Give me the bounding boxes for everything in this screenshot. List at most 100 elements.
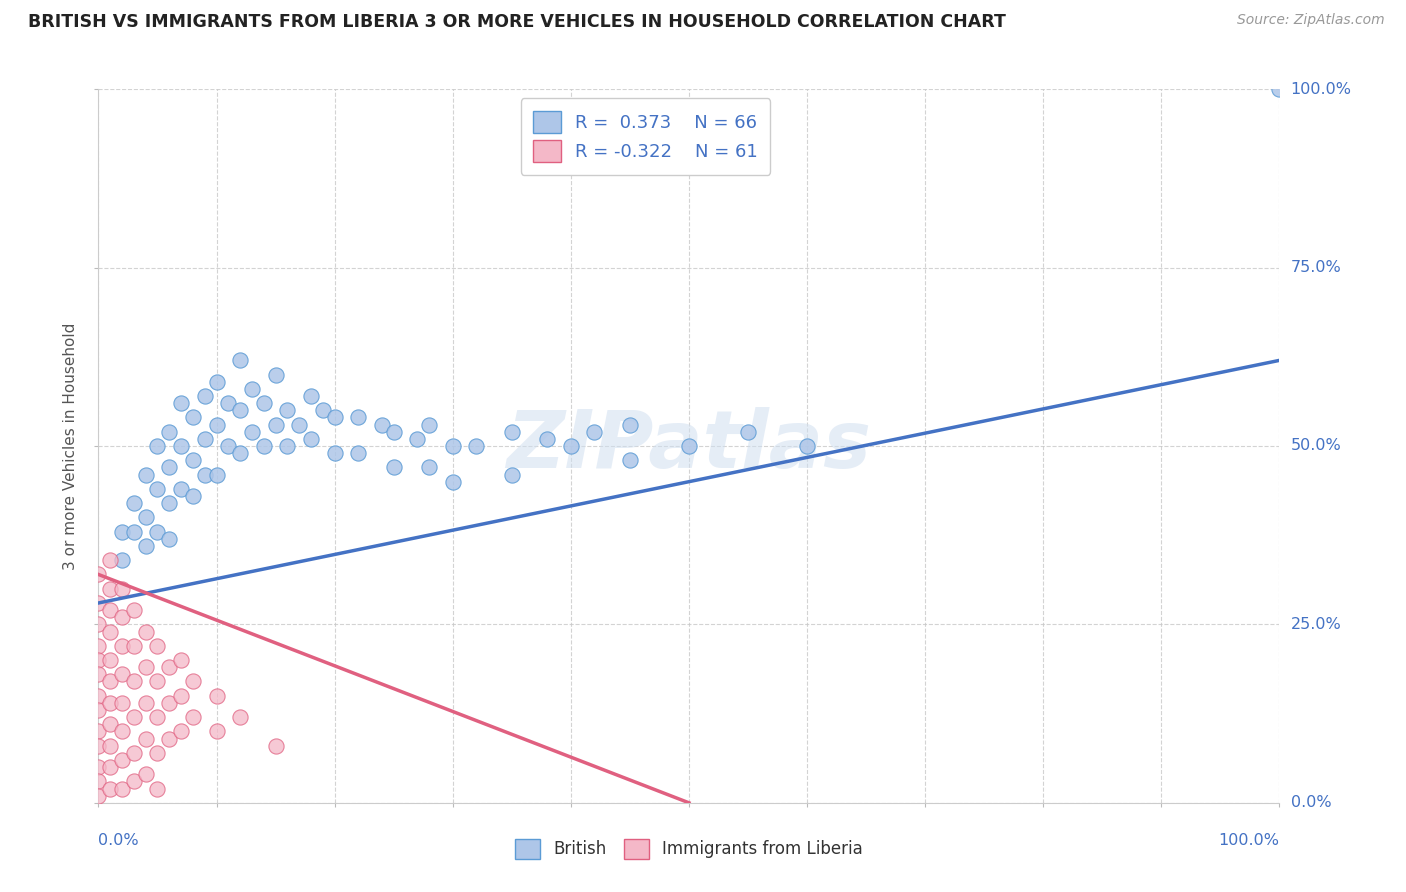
Point [181, 410, 204, 425]
Point [1268, 82, 1291, 96]
Point [619, 417, 641, 432]
Point [619, 453, 641, 467]
Text: 100.0%: 100.0% [1291, 82, 1351, 96]
Text: BRITISH VS IMMIGRANTS FROM LIBERIA 3 OR MORE VEHICLES IN HOUSEHOLD CORRELATION C: BRITISH VS IMMIGRANTS FROM LIBERIA 3 OR … [28, 13, 1007, 31]
Point [299, 432, 322, 446]
Point [98, 603, 121, 617]
Point [382, 460, 405, 475]
Point [98, 553, 121, 567]
Point [229, 446, 252, 460]
Point [87, 760, 110, 774]
Text: 0.0%: 0.0% [1291, 796, 1331, 810]
Point [111, 639, 134, 653]
Point [135, 467, 157, 482]
Point [87, 653, 110, 667]
Point [111, 724, 134, 739]
Point [98, 624, 121, 639]
Point [536, 432, 558, 446]
Point [205, 689, 228, 703]
Point [194, 432, 217, 446]
Point [98, 760, 121, 774]
Point [122, 774, 145, 789]
Point [98, 696, 121, 710]
Point [135, 767, 157, 781]
Point [501, 467, 523, 482]
Point [146, 482, 169, 496]
Point [111, 610, 134, 624]
Point [205, 375, 228, 389]
Point [157, 660, 180, 674]
Point [87, 667, 110, 681]
Point [111, 696, 134, 710]
Point [98, 582, 121, 596]
Point [135, 731, 157, 746]
Point [146, 710, 169, 724]
Point [146, 524, 169, 539]
Point [87, 596, 110, 610]
Point [111, 781, 134, 796]
Point [253, 439, 276, 453]
Point [157, 696, 180, 710]
Point [678, 439, 700, 453]
Point [240, 382, 263, 396]
Point [441, 475, 464, 489]
Point [87, 567, 110, 582]
Point [87, 639, 110, 653]
Point [157, 532, 180, 546]
Point [146, 746, 169, 760]
Point [122, 603, 145, 617]
Point [312, 403, 335, 417]
Point [501, 425, 523, 439]
Point [737, 425, 759, 439]
Point [170, 724, 193, 739]
Point [87, 703, 110, 717]
Point [418, 417, 440, 432]
Point [276, 403, 298, 417]
Point [276, 439, 298, 453]
Point [157, 731, 180, 746]
Point [347, 410, 370, 425]
Point [299, 389, 322, 403]
Point [122, 639, 145, 653]
Point [583, 425, 606, 439]
Point [157, 425, 180, 439]
Point [111, 553, 134, 567]
Point [135, 624, 157, 639]
Point [87, 617, 110, 632]
Point [194, 467, 217, 482]
Point [181, 453, 204, 467]
Point [194, 389, 217, 403]
Y-axis label: 3 or more Vehicles in Household: 3 or more Vehicles in Household [63, 322, 79, 570]
Point [122, 710, 145, 724]
Point [796, 439, 818, 453]
Text: 75.0%: 75.0% [1291, 260, 1341, 275]
Point [181, 710, 204, 724]
Point [181, 489, 204, 503]
Point [87, 789, 110, 803]
Point [135, 696, 157, 710]
Point [87, 774, 110, 789]
Legend: British, Immigrants from Liberia: British, Immigrants from Liberia [509, 832, 869, 866]
Point [146, 781, 169, 796]
Point [98, 781, 121, 796]
Point [146, 439, 169, 453]
Point [264, 368, 287, 382]
Point [87, 689, 110, 703]
Point [441, 439, 464, 453]
Text: 50.0%: 50.0% [1291, 439, 1341, 453]
Point [418, 460, 440, 475]
Point [253, 396, 276, 410]
Point [111, 524, 134, 539]
Point [264, 417, 287, 432]
Point [170, 689, 193, 703]
Text: ZIPatlas: ZIPatlas [506, 407, 872, 485]
Point [122, 674, 145, 689]
Point [205, 417, 228, 432]
Point [170, 653, 193, 667]
Point [560, 439, 582, 453]
Point [371, 417, 394, 432]
Point [229, 710, 252, 724]
Point [111, 582, 134, 596]
Point [157, 496, 180, 510]
Text: 25.0%: 25.0% [1291, 617, 1341, 632]
